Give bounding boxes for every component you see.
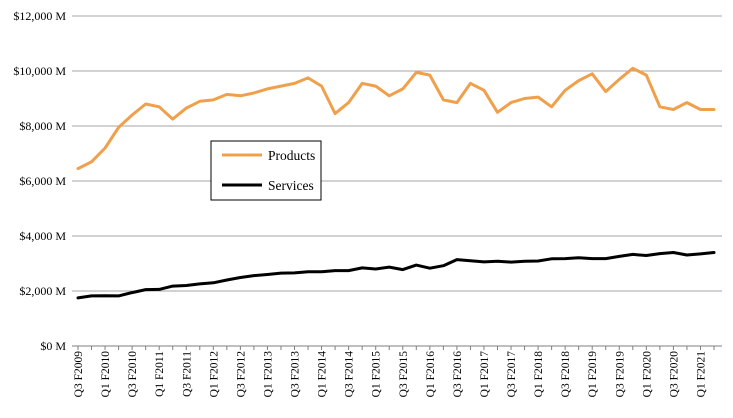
x-tick-label: Q3 F2020: [668, 351, 680, 398]
y-tick-label: $4,000 M: [19, 229, 66, 243]
gridlines: [72, 15, 722, 347]
x-tick-label: Q1 F2010: [100, 351, 112, 398]
legend: Products Services: [210, 140, 322, 201]
x-tick-label: Q3 F2019: [614, 351, 626, 398]
x-tick-label: Q1 F2020: [641, 351, 653, 398]
x-tick-label: Q1 F2017: [479, 351, 491, 398]
legend-label-products: Products: [268, 148, 315, 163]
y-tick-label: $0 M: [40, 339, 66, 353]
x-tick-label: Q3 F2012: [235, 351, 247, 398]
y-tick-label: $2,000 M: [19, 284, 66, 298]
x-tick-label: Q3 F2014: [344, 351, 356, 398]
x-tick-label: Q1 F2012: [208, 351, 220, 398]
series-line-services: [76, 251, 716, 300]
x-tick-label: Q1 F2019: [587, 351, 599, 398]
x-axis: Q3 F2009 Q1 F2010 Q3 F2010 Q1 F2011 Q3 F2011…: [73, 346, 715, 398]
y-tick-label: $12,000 M: [13, 9, 66, 23]
y-tick-label: $6,000 M: [19, 174, 66, 188]
legend-label-services: Services: [268, 178, 314, 193]
y-tick-label: $10,000 M: [13, 64, 66, 78]
x-tick-label: Q3 F2017: [506, 351, 518, 398]
x-tick-label: Q3 F2010: [127, 351, 139, 398]
x-tick-label: Q3 F2009: [73, 351, 85, 398]
y-axis-labels: $0 M $2,000 M $4,000 M $6,000 M $8,000 M $10,…: [13, 9, 66, 353]
series-line-products: [76, 66, 716, 171]
x-tick-label: Q3 F2013: [290, 351, 302, 398]
legend-box: [210, 140, 322, 201]
x-tick-label: Q1 F2013: [262, 351, 274, 398]
x-tick-label: Q1 F2016: [425, 351, 437, 398]
x-tick-label: Q3 F2016: [452, 351, 464, 398]
x-tick-label: Q1 F2015: [371, 351, 383, 398]
x-tick-label: Q3 F2018: [560, 351, 572, 398]
x-tick-label: Q1 F2018: [533, 351, 545, 398]
x-tick-label: Q3 F2011: [181, 351, 193, 397]
x-tick-label: Q1 F2014: [317, 351, 329, 398]
x-tick-label: Q1 F2011: [154, 351, 166, 397]
y-tick-label: $8,000 M: [19, 119, 66, 133]
x-tick-label: Q1 F2021: [695, 351, 707, 398]
x-tick-label: Q3 F2015: [398, 351, 410, 398]
series-lines: [76, 66, 716, 300]
